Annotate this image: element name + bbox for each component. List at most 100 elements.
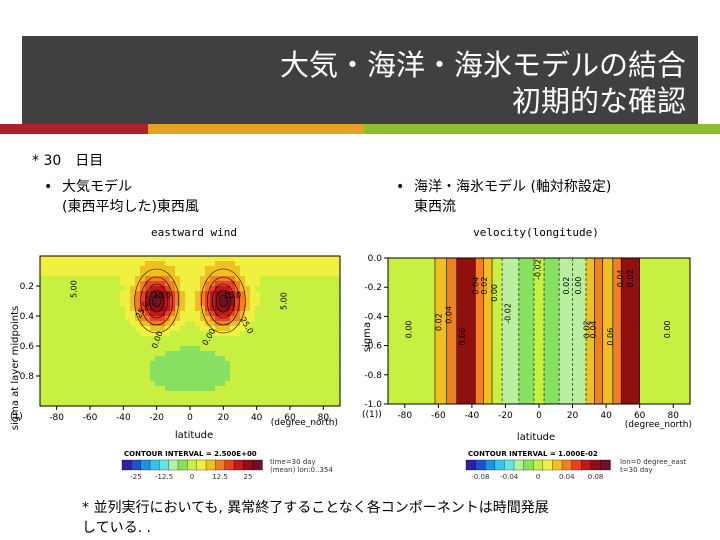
heat-cell xyxy=(240,336,246,342)
heat-cell xyxy=(255,376,261,382)
heat-cell xyxy=(140,356,146,362)
heat-cell xyxy=(270,336,276,342)
heat-cell xyxy=(100,321,106,327)
heat-cell xyxy=(95,336,101,342)
heat-cell xyxy=(305,351,311,357)
heat-cell xyxy=(70,376,76,382)
meta-time: time=30 day xyxy=(270,458,316,466)
heat-cell xyxy=(110,336,116,342)
heat-cell xyxy=(290,276,296,282)
colorbar-cell xyxy=(159,459,170,471)
heat-cell xyxy=(55,376,61,382)
heat-cell xyxy=(60,286,66,292)
heat-cell xyxy=(285,316,291,322)
heat-cell xyxy=(50,291,56,297)
heat-cell xyxy=(135,381,141,387)
heat-cell xyxy=(50,276,56,282)
heat-cell xyxy=(125,291,131,297)
heat-cell xyxy=(185,316,191,322)
heat-cell xyxy=(245,271,251,277)
heat-cell xyxy=(330,336,336,342)
heat-cell xyxy=(160,361,166,367)
heat-cell xyxy=(240,401,246,407)
heat-cell xyxy=(210,401,216,407)
heat-cell xyxy=(40,301,46,307)
heat-cell xyxy=(245,391,251,397)
heat-cell xyxy=(320,266,326,272)
heat-cell xyxy=(100,391,106,397)
heat-cell xyxy=(250,336,256,342)
heat-cell xyxy=(55,321,61,327)
heat-cell xyxy=(235,311,241,317)
heat-cell xyxy=(60,271,66,277)
heat-cell xyxy=(195,391,201,397)
heat-cell xyxy=(260,391,266,397)
heat-cell xyxy=(85,271,91,277)
contour-label: 0.04 xyxy=(472,277,481,295)
heat-cell xyxy=(205,391,211,397)
heat-cell xyxy=(80,316,86,322)
heat-cell xyxy=(130,331,136,337)
heat-cell xyxy=(105,371,111,377)
heat-cell xyxy=(80,326,86,332)
heat-cell xyxy=(325,356,331,362)
heat-cell xyxy=(110,381,116,387)
heat-cell xyxy=(55,401,61,407)
heat-cell xyxy=(65,331,71,337)
heat-cell xyxy=(80,301,86,307)
heat-cell xyxy=(170,321,176,327)
heat-cell xyxy=(275,331,281,337)
heat-cell xyxy=(110,321,116,327)
heat-cell xyxy=(255,321,261,327)
heat-cell xyxy=(200,306,206,312)
heat-cell xyxy=(85,296,91,302)
contour-label: 0.02 xyxy=(480,277,489,295)
heat-cell xyxy=(295,341,301,347)
heat-cell xyxy=(230,386,236,392)
heat-cell xyxy=(150,316,156,322)
heat-cell xyxy=(260,321,266,327)
heat-cell xyxy=(110,401,116,407)
heat-cell xyxy=(325,391,331,397)
heat-cell xyxy=(275,361,281,367)
heat-cell xyxy=(335,271,341,277)
heat-cell xyxy=(155,366,161,372)
x-tick-label: -80 xyxy=(397,411,412,421)
heat-cell xyxy=(215,286,221,292)
heat-cell xyxy=(235,301,241,307)
heat-cell xyxy=(175,341,181,347)
heat-cell xyxy=(215,276,221,282)
contour-label: 15.0 xyxy=(153,291,171,300)
heat-cell xyxy=(160,261,166,267)
heat-cell xyxy=(265,311,271,317)
heat-cell xyxy=(65,401,71,407)
heat-cell xyxy=(50,401,56,407)
heat-cell xyxy=(305,366,311,372)
heat-cell xyxy=(205,271,211,277)
colorbar-tick-label: -0.04 xyxy=(500,473,519,481)
heat-cell xyxy=(230,366,236,372)
heat-cell xyxy=(200,371,206,377)
heat-cell xyxy=(75,291,81,297)
heat-cell xyxy=(45,396,51,402)
heat-cell xyxy=(310,311,316,317)
heat-cell xyxy=(95,326,101,332)
heat-cell xyxy=(140,371,146,377)
heat-cell xyxy=(175,301,181,307)
heat-cell xyxy=(225,306,231,312)
heat-cell xyxy=(330,286,336,292)
heat-cell xyxy=(310,291,316,297)
ocean-velocity-svg: velocity(longitude) -80 -60 -40 -20 0 20 40 60 8… xyxy=(362,226,692,481)
heat-cell xyxy=(155,386,161,392)
heat-cell xyxy=(145,381,151,387)
heat-cell xyxy=(185,291,191,297)
heat-cell xyxy=(295,401,301,407)
heat-cell xyxy=(330,261,336,267)
heat-cell xyxy=(235,396,241,402)
heat-cell xyxy=(145,286,151,292)
heat-cell xyxy=(140,276,146,282)
heat-cell xyxy=(205,366,211,372)
heat-cell xyxy=(220,296,226,302)
heat-cell xyxy=(280,386,286,392)
heat-cell xyxy=(140,341,146,347)
